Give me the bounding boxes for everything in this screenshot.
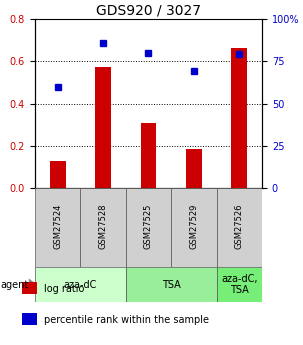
Text: agent: agent (0, 280, 28, 289)
Bar (186, 149, 202, 188)
Text: GSM27528: GSM27528 (98, 203, 108, 249)
Bar (35, 267, 126, 302)
Bar (126, 188, 171, 267)
Text: aza-dC: aza-dC (64, 280, 97, 289)
Bar (50, 160, 65, 188)
Text: log ratio: log ratio (44, 284, 84, 294)
Text: TSA: TSA (162, 280, 181, 289)
Bar (171, 188, 217, 267)
Bar (22, 282, 37, 294)
Bar (126, 267, 217, 302)
Text: aza-dC,
TSA: aza-dC, TSA (221, 274, 258, 295)
Bar (95, 67, 111, 188)
Bar (141, 122, 156, 188)
Text: GSM27526: GSM27526 (235, 203, 244, 249)
Polygon shape (29, 278, 37, 291)
Bar (217, 188, 262, 267)
Title: GDS920 / 3027: GDS920 / 3027 (96, 4, 201, 18)
Bar (217, 267, 262, 302)
Text: percentile rank within the sample: percentile rank within the sample (44, 315, 209, 325)
Text: GSM27529: GSM27529 (189, 204, 198, 249)
Text: GSM27524: GSM27524 (53, 204, 62, 249)
Bar (22, 313, 37, 325)
Bar (35, 188, 80, 267)
Bar (80, 188, 126, 267)
Bar (231, 48, 247, 188)
Text: GSM27525: GSM27525 (144, 204, 153, 249)
